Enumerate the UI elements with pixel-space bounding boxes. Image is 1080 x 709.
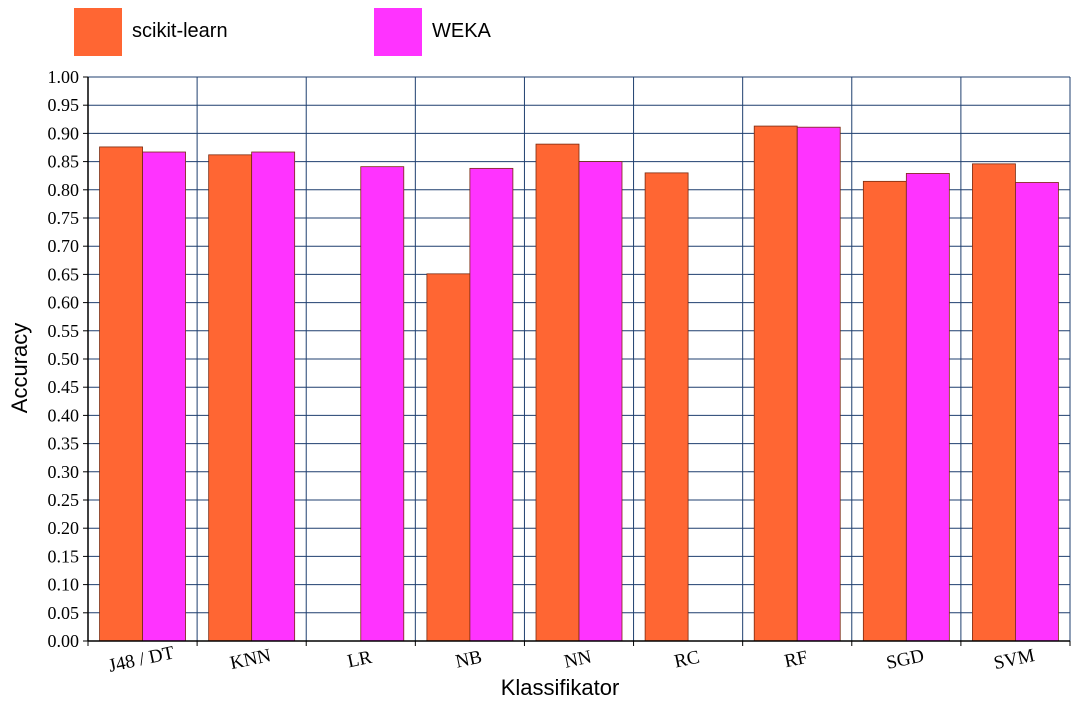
legend-label-weka: WEKA [432,20,491,42]
y-tick-label: 0.30 [48,462,80,482]
y-tick-label: 1.00 [48,67,80,87]
y-tick-label: 0.60 [48,293,80,313]
bar-weka-nb [469,167,514,642]
bar-scikit-learn-rc [644,172,689,642]
bar-weka-nn [578,161,623,642]
axes [83,76,1071,646]
y-tick-label: 0.70 [48,236,80,256]
x-tick-label: SGD [884,645,926,673]
y-axis-title: Accuracy [7,323,32,413]
bar-scikit-learn-rf [753,125,798,642]
y-tick-label: 0.25 [48,490,80,510]
y-tick-label: 0.55 [48,321,80,341]
bar-scikit-learn-j48dt [99,146,143,642]
x-tick-label: SVM [992,645,1037,674]
y-tick-label: 0.40 [48,405,80,425]
bar-scikit-learn-sgd [862,180,907,642]
y-tick-labels: 0.00 0.05 0.10 0.15 0.20 0.25 0.30 0.35 0.40 0.45… [48,67,80,651]
x-tick-label: LR [346,647,374,673]
y-tick-label: 0.80 [48,180,80,200]
x-tick-labels: J48 / DT KNN LR NB NN RC RF SGD SVM [107,642,1037,676]
y-tick-label: 0.90 [48,123,80,143]
y-tick-label: 0.10 [48,575,80,595]
bar-scikit-learn-nn [535,143,580,642]
bar-weka-sgd [905,173,950,642]
y-tick-label: 0.95 [48,95,80,115]
y-tick-label: 0.65 [48,264,80,284]
x-axis-title: Klassifikator [501,675,620,700]
y-tick-label: 0.50 [48,349,80,369]
y-tick-label: 0.15 [48,546,80,566]
bar-scikit-learn-knn [208,154,253,642]
y-tick-label: 0.75 [48,208,80,228]
y-tick-label: 0.00 [48,631,80,651]
x-tick-label: RC [672,647,701,673]
bar-weka-j48dt [142,151,186,642]
legend-swatch-weka [374,8,422,56]
legend-label-scikit-learn: scikit-learn [132,20,228,42]
y-tick-label: 0.85 [48,152,80,172]
y-tick-label: 0.20 [48,518,80,538]
bar-weka-rf [796,126,841,642]
y-tick-label: 0.35 [48,434,80,454]
y-tick-label: 0.05 [48,603,80,623]
x-tick-label: J48 / DT [107,642,177,676]
x-tick-label: RF [783,647,810,672]
chart-legend: scikit-learn WEKA [0,0,1080,60]
bar-weka-lr [360,166,405,642]
legend-swatch-scikit-learn [74,8,122,56]
x-tick-label: NN [562,646,593,672]
bar-weka-svm [1015,182,1059,642]
bar-scikit-learn-svm [972,163,1016,642]
x-tick-label: KNN [228,645,273,674]
bars [99,125,1059,642]
bar-scikit-learn-nb [426,273,471,642]
x-tick-label: NB [454,647,484,673]
bar-weka-knn [251,151,296,642]
y-tick-label: 0.45 [48,377,80,397]
